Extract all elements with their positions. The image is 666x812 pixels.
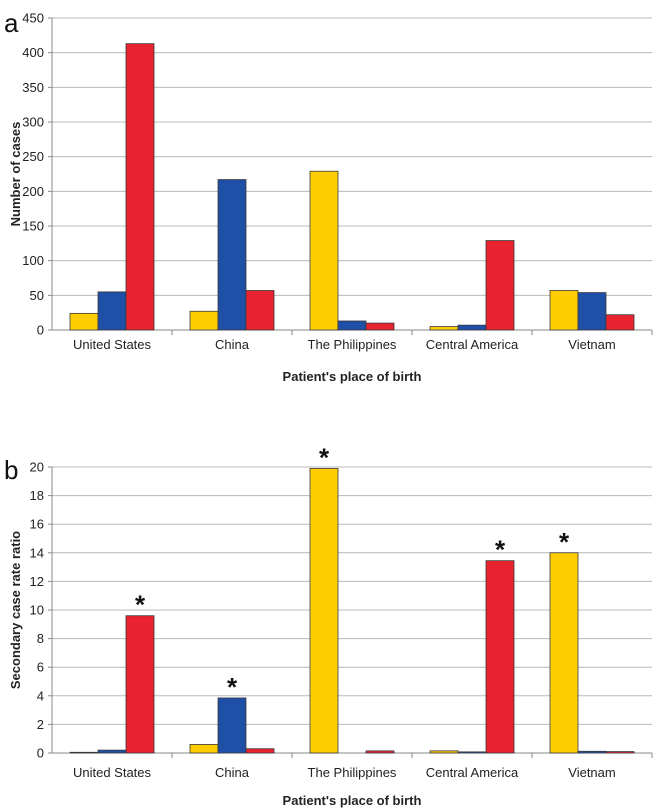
chart-a-x-tick-label: United States bbox=[73, 337, 152, 352]
chart-a-bar-red bbox=[245, 290, 275, 331]
chart-b-significance-marker: * bbox=[559, 527, 570, 557]
chart-a-y-tick-label: 300 bbox=[22, 115, 44, 130]
chart-a-panel-label: a bbox=[4, 8, 19, 38]
chart-b-y-tick-label: 14 bbox=[30, 545, 44, 560]
chart-a-x-tick-label: Central America bbox=[426, 337, 519, 352]
chart-b-y-tick-label: 2 bbox=[37, 717, 44, 732]
chart-a-bar-red bbox=[365, 322, 395, 331]
chart-b-x-tick-label: China bbox=[215, 765, 250, 780]
chart-b-bar-blue bbox=[217, 697, 247, 754]
chart-b-bar-red bbox=[125, 615, 155, 754]
chart-a-y-axis-title: Number of cases bbox=[8, 122, 23, 227]
chart-b-y-tick-label: 6 bbox=[37, 660, 44, 675]
chart-a-y-tick-label: 200 bbox=[22, 184, 44, 199]
chart-b-y-tick-label: 16 bbox=[30, 517, 44, 532]
chart-a-bar-yellow bbox=[69, 312, 99, 331]
chart-b-significance-marker: * bbox=[135, 590, 146, 620]
chart-b-bar-blue bbox=[457, 751, 487, 754]
chart-a-bar-blue bbox=[457, 324, 487, 331]
chart-b-y-tick-label: 8 bbox=[37, 631, 44, 646]
chart-a-x-tick-label: China bbox=[215, 337, 250, 352]
chart-a-y-tick-label: 250 bbox=[22, 149, 44, 164]
chart-b-significance-marker: * bbox=[319, 442, 330, 472]
chart-a-x-tick-label: Vietnam bbox=[568, 337, 615, 352]
chart-b-significance-marker: * bbox=[227, 672, 238, 702]
chart-b-bar-red bbox=[605, 751, 635, 754]
chart-a-bar-yellow bbox=[189, 310, 219, 331]
chart-b-bar-blue bbox=[97, 749, 127, 754]
chart-b-x-tick-label: The Philippines bbox=[308, 765, 397, 780]
chart-a-y-tick-label: 50 bbox=[30, 288, 44, 303]
chart-b-y-tick-label: 4 bbox=[37, 688, 44, 703]
chart-a-y-tick-label: 450 bbox=[22, 11, 44, 26]
chart-b-bar-yellow bbox=[549, 552, 579, 754]
chart-a-x-axis-title: Patient's place of birth bbox=[283, 369, 422, 384]
chart-b-y-tick-label: 18 bbox=[30, 488, 44, 503]
chart-a-bar-red bbox=[125, 43, 155, 331]
chart-b-x-tick-label: Vietnam bbox=[568, 765, 615, 780]
chart-a-bar-yellow bbox=[309, 170, 339, 331]
chart-a-bar-blue bbox=[217, 179, 247, 331]
chart-b-bar-blue bbox=[577, 750, 607, 754]
chart-b-y-axis-title: Secondary case rate ratio bbox=[8, 531, 23, 689]
chart-a-bar-yellow bbox=[429, 326, 459, 331]
chart-b-bar-red bbox=[245, 748, 275, 754]
chart-b-bar-yellow bbox=[69, 751, 99, 754]
chart-b-bar-yellow bbox=[189, 744, 219, 754]
chart-a-bar-blue bbox=[337, 320, 367, 331]
chart-a-bar-blue bbox=[577, 292, 607, 331]
chart-a-bar-yellow bbox=[549, 290, 579, 331]
chart-a-x-tick-label: The Philippines bbox=[308, 337, 397, 352]
chart-a-bar-blue bbox=[97, 291, 127, 331]
chart-b-bar-yellow bbox=[309, 468, 339, 754]
chart-b-significance-marker: * bbox=[495, 535, 506, 565]
chart-b-x-axis-title: Patient's place of birth bbox=[283, 793, 422, 808]
chart-b-bar-red bbox=[485, 560, 515, 754]
chart-b-x-tick-label: United States bbox=[73, 765, 152, 780]
chart-b-bar-red bbox=[365, 750, 395, 754]
chart-b-y-tick-label: 10 bbox=[30, 603, 44, 618]
chart-a-bar-red bbox=[485, 240, 515, 331]
chart-b-bar-yellow bbox=[429, 750, 459, 754]
chart-b-x-tick-label: Central America bbox=[426, 765, 519, 780]
chart-b-y-tick-label: 20 bbox=[30, 460, 44, 475]
chart-b-panel-label: b bbox=[4, 455, 18, 485]
chart-b-y-tick-label: 0 bbox=[37, 746, 44, 761]
chart-a-y-tick-label: 150 bbox=[22, 219, 44, 234]
chart-a-y-tick-label: 100 bbox=[22, 253, 44, 268]
chart-a-y-tick-label: 0 bbox=[37, 323, 44, 338]
chart-a-y-tick-label: 350 bbox=[22, 80, 44, 95]
chart-a-bar-red bbox=[605, 314, 635, 331]
chart-b-y-tick-label: 12 bbox=[30, 574, 44, 589]
chart-a-y-tick-label: 400 bbox=[22, 45, 44, 60]
